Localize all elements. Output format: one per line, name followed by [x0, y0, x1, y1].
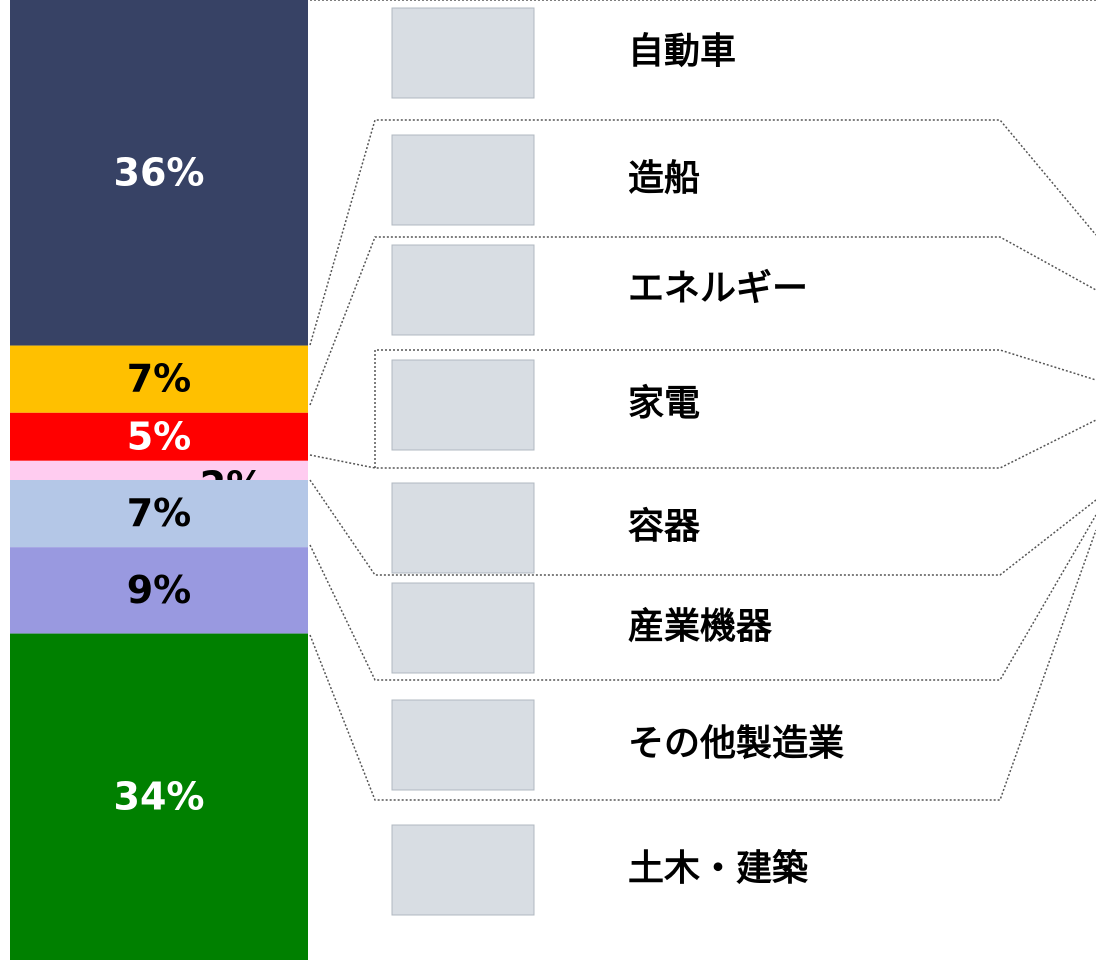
connectors — [309, 0, 1096, 801]
item-label: 自動車 — [628, 31, 736, 72]
value-label: 7% — [127, 357, 192, 401]
item-image — [391, 7, 535, 99]
item-label: その他製造業 — [628, 723, 844, 764]
bar-segment — [10, 480, 308, 548]
connector — [309, 119, 1096, 346]
item-label: 土木・建築 — [628, 848, 809, 889]
bar-segment — [10, 412, 308, 461]
item-image — [391, 244, 535, 336]
item-label: 家電 — [628, 383, 700, 424]
value-label: 36% — [114, 150, 205, 194]
item-image — [391, 359, 535, 451]
bar-segment — [10, 460, 308, 480]
item-image — [391, 824, 535, 916]
value-label: 7% — [127, 491, 192, 535]
item-label: 造船 — [628, 158, 700, 199]
bar-segment — [10, 547, 308, 634]
connector — [309, 236, 1096, 406]
item-label: 産業機器 — [628, 606, 773, 647]
value-label: 9% — [127, 568, 192, 612]
bar-segment — [10, 0, 308, 346]
item-image — [391, 134, 535, 226]
connector — [309, 479, 1096, 576]
bar-segment — [10, 633, 308, 960]
item-label: エネルギー — [628, 268, 808, 309]
value-label: 5% — [127, 414, 192, 458]
value-label: 34% — [114, 774, 205, 818]
item-image — [391, 482, 535, 574]
connector — [309, 529, 1096, 801]
connector — [309, 349, 1096, 469]
item-image — [391, 699, 535, 791]
bar-segment — [10, 345, 308, 413]
item-label: 容器 — [628, 506, 701, 547]
item-image — [391, 582, 535, 674]
